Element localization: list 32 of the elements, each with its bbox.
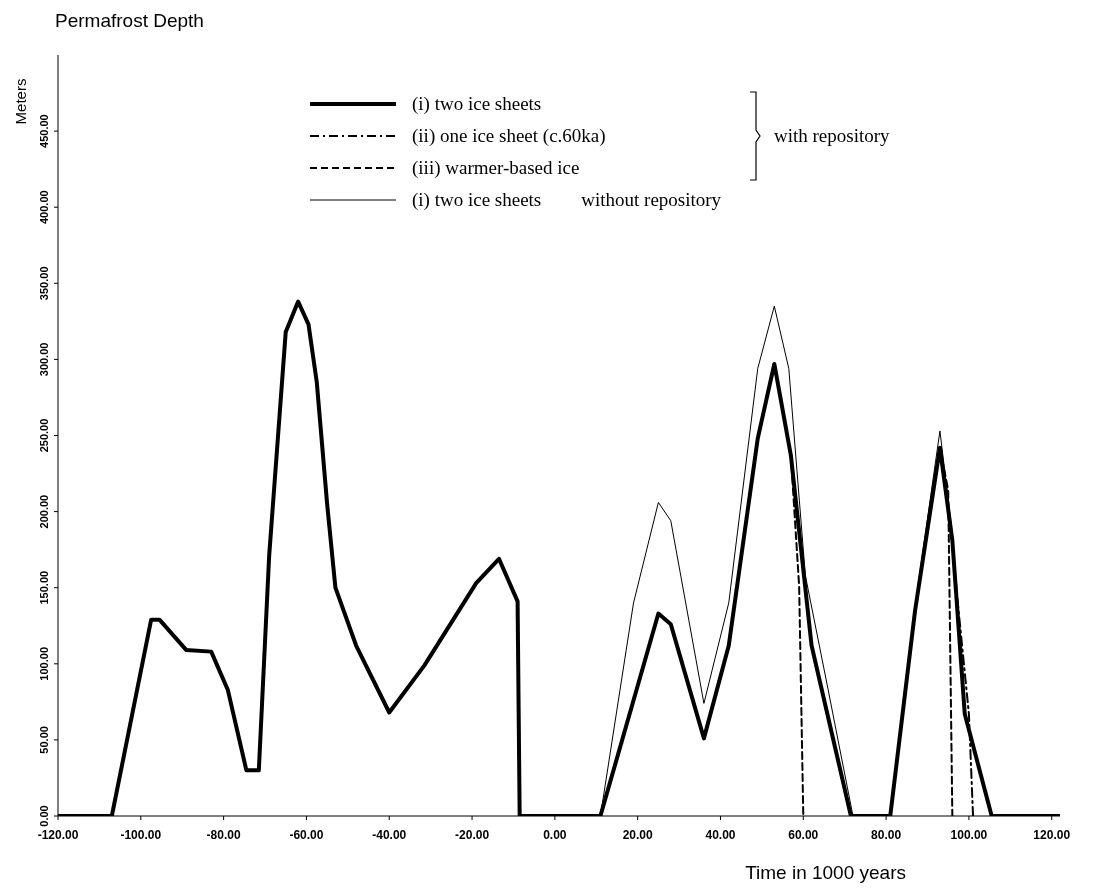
y-tick-label: 400.00 bbox=[38, 190, 50, 225]
y-tick-label: 250.00 bbox=[38, 418, 50, 453]
y-tick-label: 50.00 bbox=[38, 726, 50, 754]
y-tick-label: 300.00 bbox=[38, 342, 50, 377]
legend-label: (i) two ice sheets bbox=[412, 92, 542, 116]
x-tick-label: 100.00 bbox=[950, 827, 988, 842]
x-tick-label: 0.00 bbox=[543, 827, 567, 842]
x-tick-label: 120.00 bbox=[1033, 827, 1071, 842]
x-tick-label: 20.00 bbox=[622, 827, 654, 842]
x-tick-label: -120.00 bbox=[37, 827, 79, 842]
annotation: with repository bbox=[774, 124, 890, 148]
legend-label: (i) two ice sheets bbox=[412, 188, 542, 212]
chart-title: Permafrost Depth bbox=[55, 10, 204, 32]
y-tick-label: 200.00 bbox=[38, 494, 50, 529]
annotation: without repository bbox=[581, 188, 722, 212]
y-tick-label: 0.00 bbox=[38, 805, 50, 827]
y-tick-label: 150.00 bbox=[38, 570, 50, 605]
x-tick-label: -80.00 bbox=[206, 827, 241, 842]
x-axis-title: Time in 1000 years bbox=[745, 862, 906, 883]
y-axis-title: Meters bbox=[11, 77, 29, 127]
legend-label: (iii) warmer-based ice bbox=[412, 156, 580, 180]
y-tick-label: 450.00 bbox=[38, 114, 50, 148]
y-tick-label: 350.00 bbox=[38, 266, 50, 301]
x-tick-label: -40.00 bbox=[372, 827, 407, 842]
x-tick-label: -20.00 bbox=[455, 827, 490, 842]
x-tick-label: 60.00 bbox=[788, 827, 819, 842]
y-tick-label: 100.00 bbox=[38, 646, 50, 681]
x-tick-label: -60.00 bbox=[289, 827, 324, 842]
x-tick-label: 80.00 bbox=[871, 827, 902, 842]
legend-label: (ii) one ice sheet (c.60ka) bbox=[412, 124, 606, 148]
x-tick-label: -100.00 bbox=[120, 827, 162, 842]
x-tick-label: 40.00 bbox=[705, 827, 736, 842]
